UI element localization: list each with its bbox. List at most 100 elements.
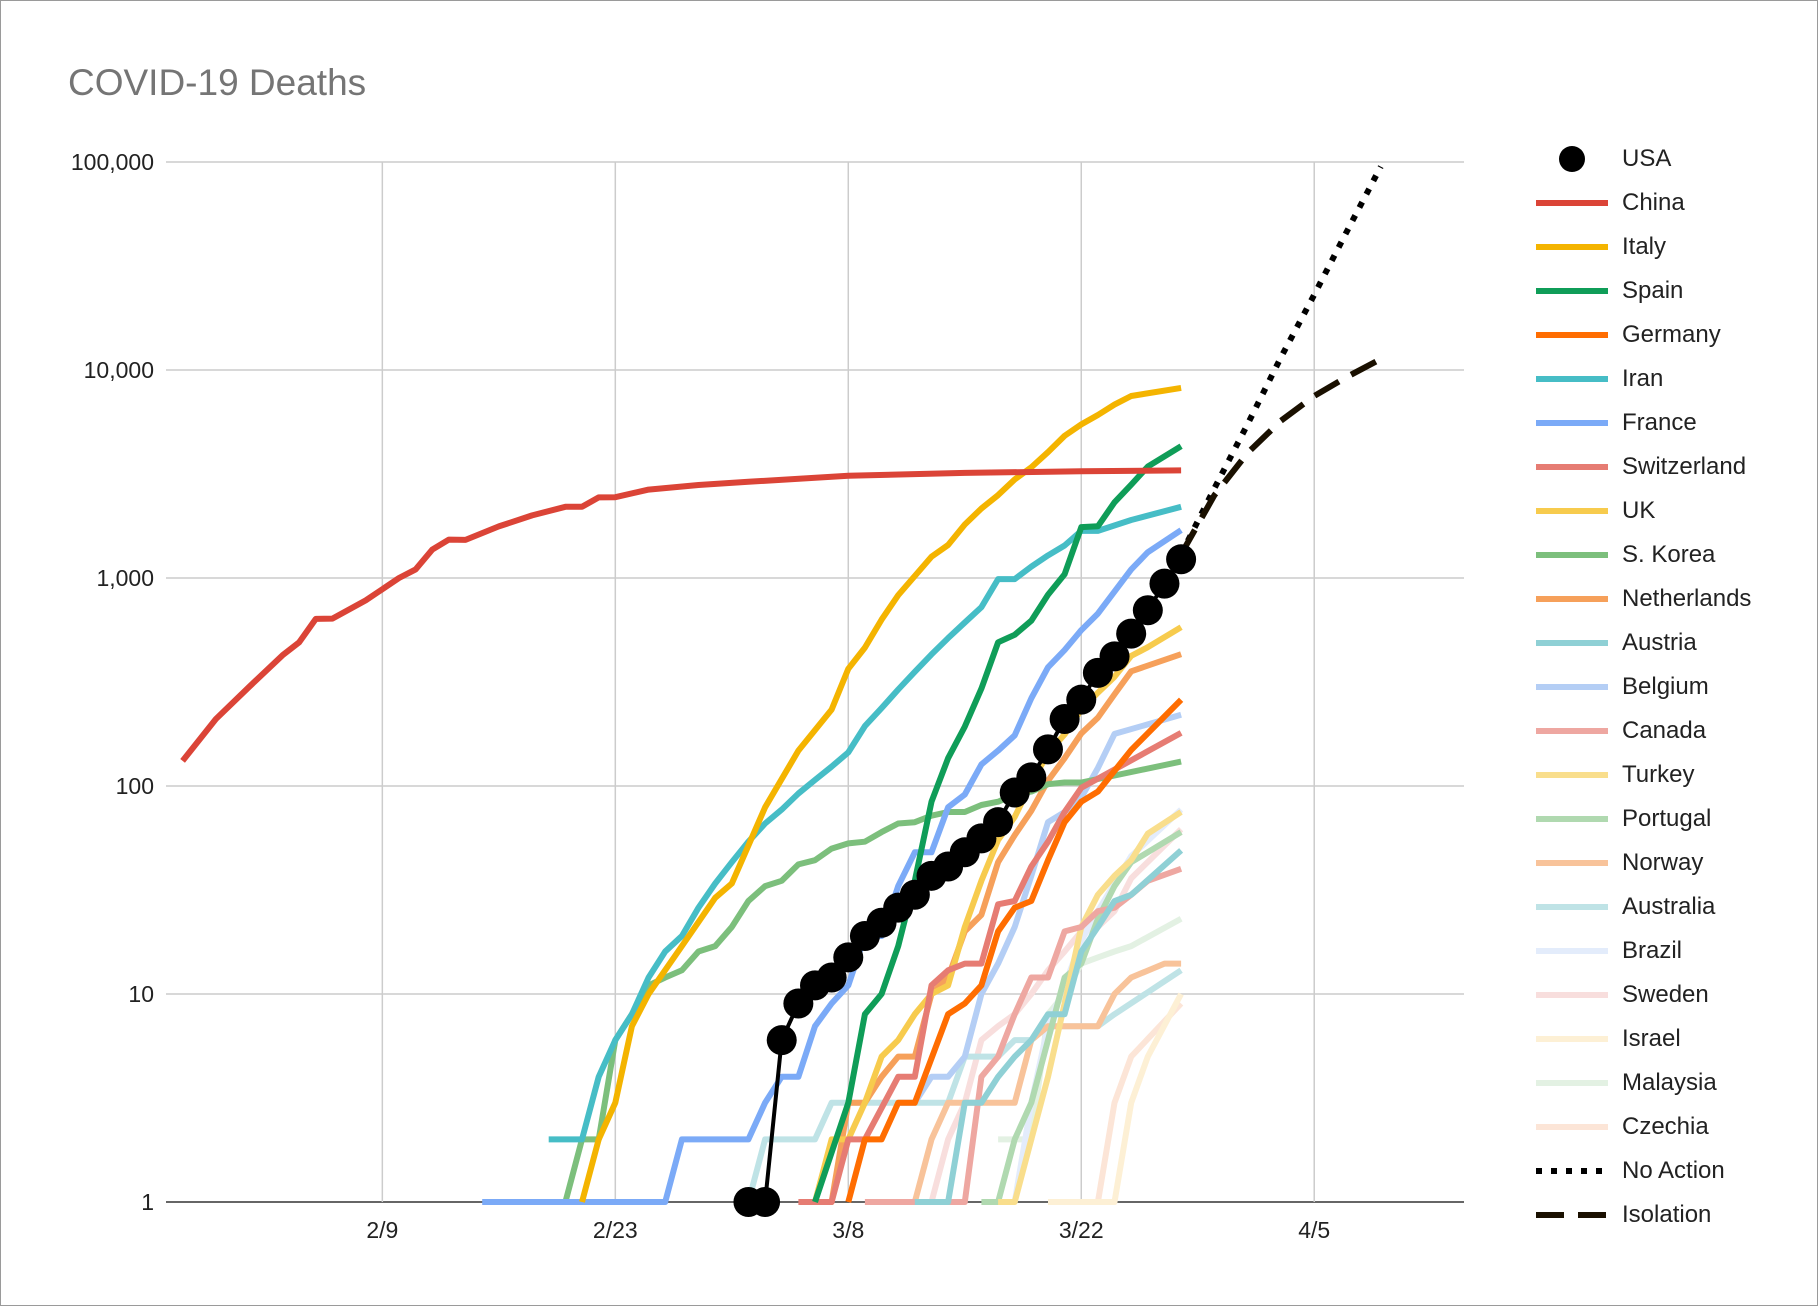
legend-item-france: France <box>1520 407 1810 439</box>
legend-swatch <box>1536 948 1608 954</box>
legend-item-uk: UK <box>1520 495 1810 527</box>
legend-item-sweden: Sweden <box>1520 979 1810 1011</box>
y-tick-label: 100 <box>116 773 154 799</box>
legend-item-austria: Austria <box>1520 627 1810 659</box>
legend-item-israel: Israel <box>1520 1023 1810 1055</box>
legend-label: Canada <box>1622 717 1707 744</box>
legend-swatch <box>1536 200 1608 206</box>
legend-label: Brazil <box>1622 937 1683 964</box>
chart-title: COVID-19 Deaths <box>68 62 367 103</box>
usa-point <box>1166 544 1197 575</box>
legend-swatch <box>1536 860 1608 866</box>
legend-item-switzerland: Switzerland <box>1520 451 1810 483</box>
legend-swatch <box>1536 552 1608 558</box>
legend-item-norway: Norway <box>1520 847 1810 879</box>
legend-item-s-korea: S. Korea <box>1520 539 1810 571</box>
legend-item-iran: Iran <box>1520 363 1810 395</box>
legend-label: Isolation <box>1622 1201 1712 1228</box>
legend-swatch <box>1536 640 1608 646</box>
legend-swatch <box>1536 684 1608 690</box>
legend-swatch <box>1536 244 1608 250</box>
legend-label: Turkey <box>1622 761 1695 788</box>
legend-item-no-action: No Action <box>1520 1155 1810 1187</box>
legend-label: Australia <box>1622 893 1716 920</box>
legend-swatch <box>1536 904 1608 910</box>
legend-label: Malaysia <box>1622 1069 1717 1096</box>
legend-item-czechia: Czechia <box>1520 1111 1810 1143</box>
legend-label: Portugal <box>1622 805 1712 832</box>
series-line-portugal <box>981 829 1183 1205</box>
usa-point <box>1016 762 1047 793</box>
legend-item-portugal: Portugal <box>1520 803 1810 835</box>
legend-swatch <box>1536 1080 1608 1086</box>
usa-point <box>1149 568 1180 599</box>
axis-labels: 1 10 100 1,000 10,000 100,000 2/9 2/23 3/8 3/22 4/… <box>71 149 1330 1243</box>
usa-point <box>1099 641 1130 672</box>
legend-swatch <box>1536 816 1608 822</box>
legend-swatch <box>1536 596 1608 602</box>
series-line-sweden <box>914 827 1184 1205</box>
x-tick-label: 2/23 <box>593 1217 638 1243</box>
series-line-switzerland <box>798 730 1183 1205</box>
usa-point <box>1032 734 1063 765</box>
legend-item-canada: Canada <box>1520 715 1810 747</box>
usa-point <box>1116 618 1147 649</box>
usa-point <box>816 962 847 993</box>
legend-label: USA <box>1622 145 1672 172</box>
grid <box>166 161 1464 1203</box>
x-tick-label: 3/8 <box>832 1217 864 1243</box>
series-line-brazil <box>1011 807 1184 1203</box>
usa-point <box>833 942 864 973</box>
usa-point <box>983 807 1014 838</box>
legend-label: France <box>1622 409 1697 436</box>
usa-point <box>766 1025 797 1056</box>
y-tick-label: 10,000 <box>84 357 154 383</box>
legend-label: Switzerland <box>1622 453 1747 480</box>
legend-label: Austria <box>1622 629 1697 656</box>
legend-label: Netherlands <box>1622 585 1752 612</box>
legend-label: Spain <box>1622 277 1684 304</box>
legend-swatch <box>1536 376 1608 382</box>
legend-item-malaysia: Malaysia <box>1520 1067 1810 1099</box>
legend-swatch <box>1536 772 1608 778</box>
x-tick-label: 3/22 <box>1059 1217 1104 1243</box>
legend-label: China <box>1622 189 1685 216</box>
legend-item-australia: Australia <box>1520 891 1810 923</box>
series-line-israel <box>1048 992 1184 1205</box>
series-line-spain <box>812 443 1183 1203</box>
legend-swatch <box>1536 420 1608 426</box>
legend-item-usa: USA <box>1520 143 1810 175</box>
usa-point <box>750 1187 781 1217</box>
series-line-no-action <box>1178 165 1384 556</box>
legend-label: Germany <box>1622 321 1721 348</box>
legend-label: Sweden <box>1622 981 1709 1008</box>
series-line-isolation <box>1178 356 1383 556</box>
series-line-czechia <box>1064 1001 1184 1205</box>
legend-label: Italy <box>1622 233 1667 260</box>
legend-swatch <box>1536 332 1608 338</box>
legend-item-brazil: Brazil <box>1520 935 1810 967</box>
legend-item-china: China <box>1520 187 1810 219</box>
y-tick-label: 1 <box>141 1189 154 1215</box>
legend-label: S. Korea <box>1622 541 1716 568</box>
usa-point <box>1066 684 1097 715</box>
legend-label: Norway <box>1622 849 1704 876</box>
series-line-austria <box>914 848 1184 1205</box>
plot-area <box>180 165 1384 1217</box>
legend-swatch <box>1536 992 1608 998</box>
legend-label: Iran <box>1622 365 1664 392</box>
series-line-iran <box>548 503 1182 1143</box>
legend-label: Belgium <box>1622 673 1709 700</box>
legend-label: Israel <box>1622 1025 1681 1052</box>
legend-label: Czechia <box>1622 1113 1709 1140</box>
legend-swatch <box>1536 464 1608 470</box>
legend-swatch <box>1536 1212 1608 1218</box>
legend-item-belgium: Belgium <box>1520 671 1810 703</box>
legend-label: UK <box>1622 497 1656 524</box>
x-tick-label: 2/9 <box>366 1217 398 1243</box>
series-line-germany <box>845 697 1184 1203</box>
legend-swatch <box>1559 146 1585 172</box>
legend-item-spain: Spain <box>1520 275 1810 307</box>
